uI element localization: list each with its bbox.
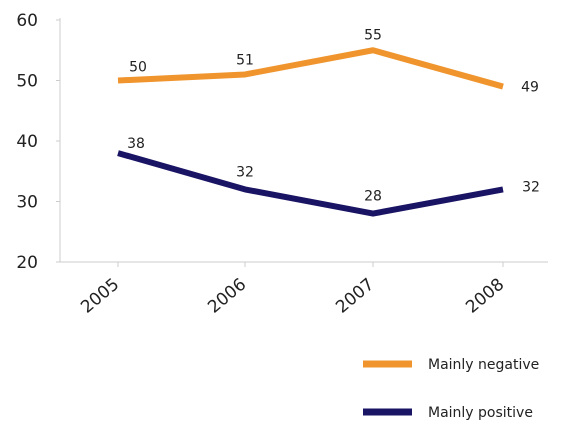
y-tick-label: 60 bbox=[16, 11, 38, 31]
series-line-mainly-negative bbox=[117, 47, 504, 90]
data-label: 32 bbox=[236, 164, 254, 180]
y-tick-label: 40 bbox=[16, 132, 38, 152]
data-label: 55 bbox=[364, 27, 382, 43]
y-tick-label: 30 bbox=[16, 193, 38, 213]
series-lines bbox=[117, 47, 504, 217]
legend-label: Mainly positive bbox=[428, 405, 533, 421]
series-line-mainly-positive bbox=[117, 150, 504, 217]
y-tick-label: 20 bbox=[16, 253, 38, 273]
x-tick-label: 2006 bbox=[204, 275, 250, 318]
x-tick-label: 2008 bbox=[462, 275, 508, 318]
chart-legend: Mainly negative Mainly positive bbox=[363, 357, 539, 421]
chart-axes: 20 30 40 50 60 2005 2006 2007 2008 bbox=[16, 11, 548, 318]
data-label: 28 bbox=[364, 189, 382, 205]
legend-label: Mainly negative bbox=[428, 357, 539, 373]
data-labels: 50 51 55 49 38 32 28 32 bbox=[127, 27, 540, 204]
data-label: 49 bbox=[521, 80, 539, 96]
data-label: 50 bbox=[129, 60, 147, 76]
x-tick-label: 2005 bbox=[77, 275, 123, 318]
data-label: 38 bbox=[127, 136, 145, 152]
x-tick-label: 2007 bbox=[332, 275, 378, 318]
y-tick-label: 50 bbox=[16, 72, 38, 92]
data-label: 32 bbox=[522, 179, 540, 195]
data-label: 51 bbox=[236, 52, 254, 68]
